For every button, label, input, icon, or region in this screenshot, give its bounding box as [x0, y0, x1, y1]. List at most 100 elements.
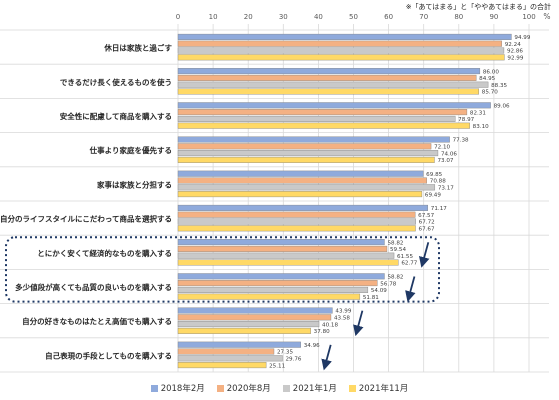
- data-label: 77.38: [453, 138, 469, 144]
- legend-item: 2021年11月: [348, 382, 409, 394]
- x-tick-label: 10: [209, 13, 218, 21]
- bar: [177, 307, 333, 314]
- legend-label: 2021年1月: [292, 384, 337, 394]
- bar: [177, 239, 385, 246]
- category-label: 休日は家族と過ごす: [103, 43, 172, 53]
- data-label: 27.35: [277, 350, 293, 356]
- data-label: 88.35: [491, 83, 507, 89]
- data-label: 82.31: [470, 110, 486, 116]
- legend-swatch: [282, 385, 290, 392]
- data-label: 29.76: [285, 357, 301, 363]
- bar: [177, 109, 468, 116]
- category-label: 家事は家族と分担する: [97, 179, 172, 189]
- x-tick-label: 30: [279, 13, 288, 21]
- category-label: 自分のライフスタイルにこだわって商品を選択する: [0, 214, 172, 224]
- highlight-box: [5, 236, 440, 303]
- data-label: 86.00: [483, 69, 499, 75]
- legend-swatch: [150, 385, 158, 392]
- bar: [177, 33, 512, 40]
- data-label: 94.99: [514, 35, 530, 41]
- x-tick-label: 50: [349, 13, 358, 21]
- bar: [177, 355, 283, 362]
- data-label: 67.57: [418, 213, 434, 219]
- data-label: 62.77: [401, 261, 417, 267]
- data-label: 72.10: [434, 145, 450, 151]
- bar: [177, 273, 385, 280]
- bar: [177, 122, 470, 129]
- data-label: 84.95: [479, 76, 495, 82]
- bar: [177, 191, 423, 198]
- bar: [177, 150, 439, 157]
- bar: [177, 115, 456, 122]
- data-label: 56.78: [380, 281, 396, 287]
- data-label: 59.54: [390, 247, 406, 253]
- bar: [177, 40, 502, 47]
- bar: [177, 177, 427, 184]
- bar: [177, 286, 369, 293]
- data-label: 69.85: [426, 172, 442, 178]
- bar: [177, 341, 301, 348]
- bar: [177, 362, 267, 369]
- bar: [177, 88, 480, 95]
- legend: 2018年2月 2020年8月 2021年1月 2021年11月: [0, 382, 559, 394]
- bar: [177, 245, 388, 252]
- bar: [177, 184, 436, 191]
- bar: [177, 47, 505, 54]
- data-label: 92.99: [507, 56, 523, 62]
- data-label: 85.70: [482, 90, 498, 96]
- data-label: 25.11: [269, 363, 285, 369]
- legend-swatch: [348, 385, 356, 392]
- data-label: 67.67: [419, 227, 435, 233]
- bar: [177, 321, 320, 328]
- x-tick-label: 40: [314, 13, 323, 21]
- bar: [177, 74, 477, 81]
- legend-swatch: [216, 385, 224, 392]
- bar: [177, 280, 378, 287]
- bar: [177, 327, 311, 334]
- data-label: 73.07: [437, 158, 453, 164]
- bar: [177, 259, 399, 266]
- bar: [177, 211, 416, 218]
- trend-arrow: [405, 276, 416, 302]
- bar: [177, 136, 450, 143]
- x-tick-label: 0: [176, 13, 180, 21]
- bar: [177, 348, 275, 355]
- legend-label: 2021年11月: [358, 384, 409, 394]
- data-label: 34.96: [304, 343, 320, 349]
- data-label: 54.09: [371, 288, 387, 294]
- trend-arrow: [353, 310, 364, 337]
- bar: [177, 156, 435, 163]
- x-tick-label: 70: [419, 13, 428, 21]
- legend-item: 2020年8月: [216, 382, 271, 394]
- x-tick-label: 80: [454, 13, 463, 21]
- bar: [177, 225, 416, 232]
- x-tick-label: 90: [489, 13, 498, 21]
- legend-label: 2020年8月: [226, 384, 271, 394]
- x-tick-label: 60: [384, 13, 393, 21]
- unit-label: %: [543, 12, 550, 21]
- data-label: 40.18: [322, 322, 338, 328]
- bar: [177, 170, 424, 177]
- data-label: 61.55: [397, 254, 413, 260]
- x-tick-label: 100: [522, 13, 535, 21]
- trend-arrow: [419, 242, 430, 268]
- data-label: 43.99: [335, 309, 351, 315]
- data-label: 67.72: [419, 220, 435, 226]
- data-label: 51.81: [363, 295, 379, 301]
- category-label: 自分の好きなものはたとえ高価でも購入する: [22, 316, 172, 326]
- bar: [177, 314, 332, 321]
- legend-label: 2018年2月: [160, 384, 205, 394]
- bar: [177, 102, 491, 109]
- data-label: 92.86: [507, 49, 523, 55]
- bar: [177, 218, 416, 225]
- data-label: 73.17: [438, 186, 454, 192]
- data-label: 71.17: [431, 206, 447, 212]
- data-label: 83.10: [473, 124, 489, 130]
- bar: [177, 252, 395, 259]
- data-label: 89.06: [494, 104, 510, 110]
- bar: [177, 68, 481, 75]
- category-label: 仕事より家庭を優先する: [89, 145, 172, 155]
- category-label: 自己表現の手段としてものを購入する: [45, 350, 172, 360]
- bar: [177, 54, 505, 61]
